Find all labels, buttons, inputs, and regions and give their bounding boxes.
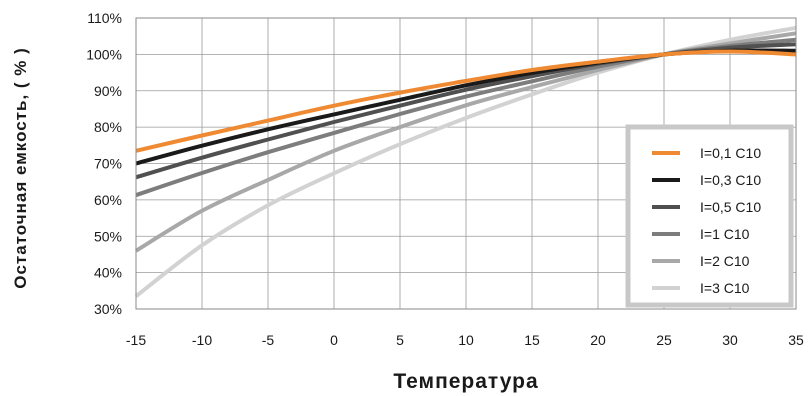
legend-label: I=2 C10 [700,253,750,269]
y-tick-label: 100% [86,46,122,62]
y-tick-label: 60% [94,192,122,208]
tick-labels: -15 -10 -5 0 5 10 15 20 25 30 35 30% 40% 50% 60% 70% 80%… [86,10,804,348]
x-axis-title: Температура [393,370,538,393]
x-tick-label: -5 [262,332,275,348]
x-tick-label: 30 [722,332,738,348]
legend-label: I=3 C10 [700,280,750,296]
legend-box [625,124,794,308]
x-tick-label: 5 [396,332,404,348]
legend-label: I=0,5 C10 [700,199,761,215]
legend-label: I=0,1 C10 [700,145,761,161]
x-tick-label: 25 [656,332,672,348]
legend-label: I=1 C10 [700,226,750,242]
x-tick-label: -10 [192,332,212,348]
x-tick-label: 15 [524,332,540,348]
y-tick-label: 90% [94,83,122,99]
legend-label: I=0,3 C10 [700,172,761,188]
y-tick-label: 80% [94,119,122,135]
x-tick-label: 10 [458,332,474,348]
y-tick-label: 40% [94,265,122,281]
x-tick-label: 0 [330,332,338,348]
x-tick-label: 20 [590,332,606,348]
y-tick-label: 50% [94,228,122,244]
x-tick-label: -15 [126,332,146,348]
y-tick-label: 30% [94,301,122,317]
series-line-1 [135,49,797,153]
series-lines [134,25,797,298]
legend: I=0,1 C10 I=0,3 C10 I=0,5 C10 I=1 C10 I=2 C1… [625,124,794,308]
y-tick-label: 70% [94,156,122,172]
y-axis-title: Остаточная емкость, ( % ) [11,47,30,289]
y-tick-label: 110% [87,10,122,26]
x-tick-label: 35 [788,332,804,348]
plot-area-frame [135,17,797,310]
